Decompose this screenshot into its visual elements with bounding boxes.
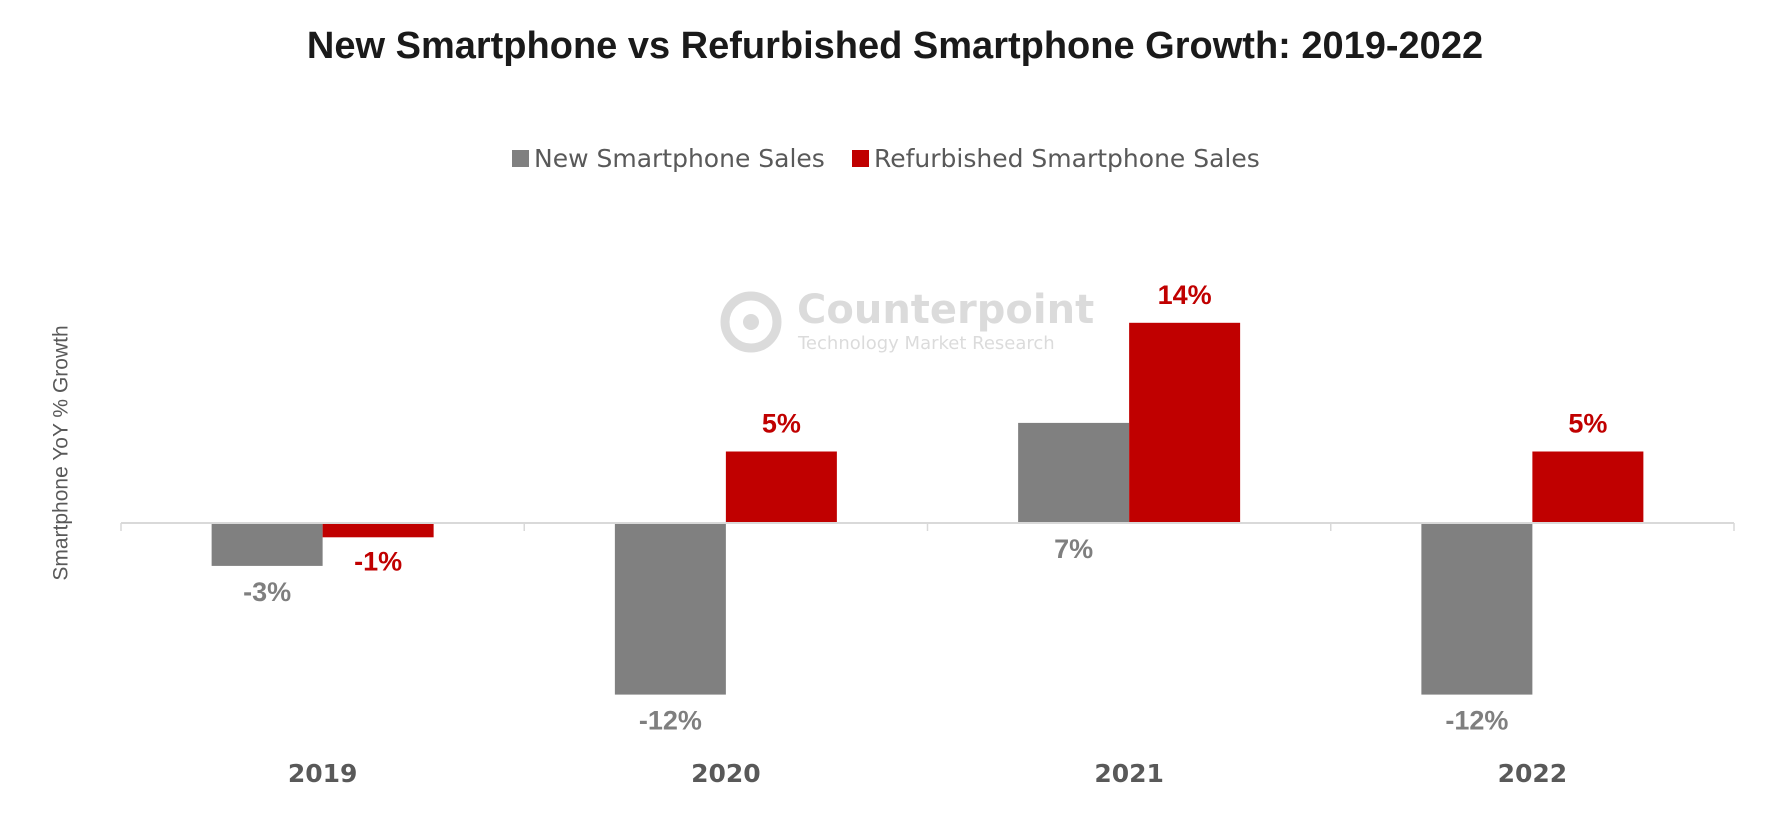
x-tick-label: 2020 <box>691 759 761 788</box>
bar <box>725 451 837 523</box>
value-label: -12% <box>1445 706 1508 736</box>
legend-label: New Smartphone Sales <box>534 144 825 173</box>
watermark: Counterpoint Technology Market Research <box>720 287 1094 354</box>
watermark-name: Counterpoint <box>797 287 1094 333</box>
value-label: -1% <box>354 546 402 576</box>
x-tick-label: 2021 <box>1094 759 1164 788</box>
bar <box>1129 322 1241 523</box>
value-label: 14% <box>1158 280 1212 310</box>
x-tick-label: 2019 <box>288 759 358 788</box>
watermark-logo <box>720 291 782 353</box>
value-label: 7% <box>1054 534 1093 564</box>
watermark-tagline: Technology Market Research <box>797 333 1055 354</box>
value-label: -3% <box>243 577 291 607</box>
bar <box>1018 422 1130 523</box>
value-label: -12% <box>639 706 702 736</box>
x-tick-label: 2022 <box>1498 759 1568 788</box>
bar <box>1421 523 1533 695</box>
bar <box>1532 451 1644 523</box>
value-label: 5% <box>1568 409 1607 439</box>
chart-title: New Smartphone vs Refurbished Smartphone… <box>307 25 1483 67</box>
legend-swatch <box>852 150 869 167</box>
value-label: 5% <box>762 409 801 439</box>
watermark-logo-dot <box>743 314 759 330</box>
bar <box>211 523 323 566</box>
y-axis-label: Smartphone YoY % Growth <box>50 325 73 580</box>
legend-label: Refurbished Smartphone Sales <box>874 144 1260 173</box>
bar <box>322 523 434 538</box>
legend-swatch <box>512 150 529 167</box>
bar <box>614 523 726 695</box>
